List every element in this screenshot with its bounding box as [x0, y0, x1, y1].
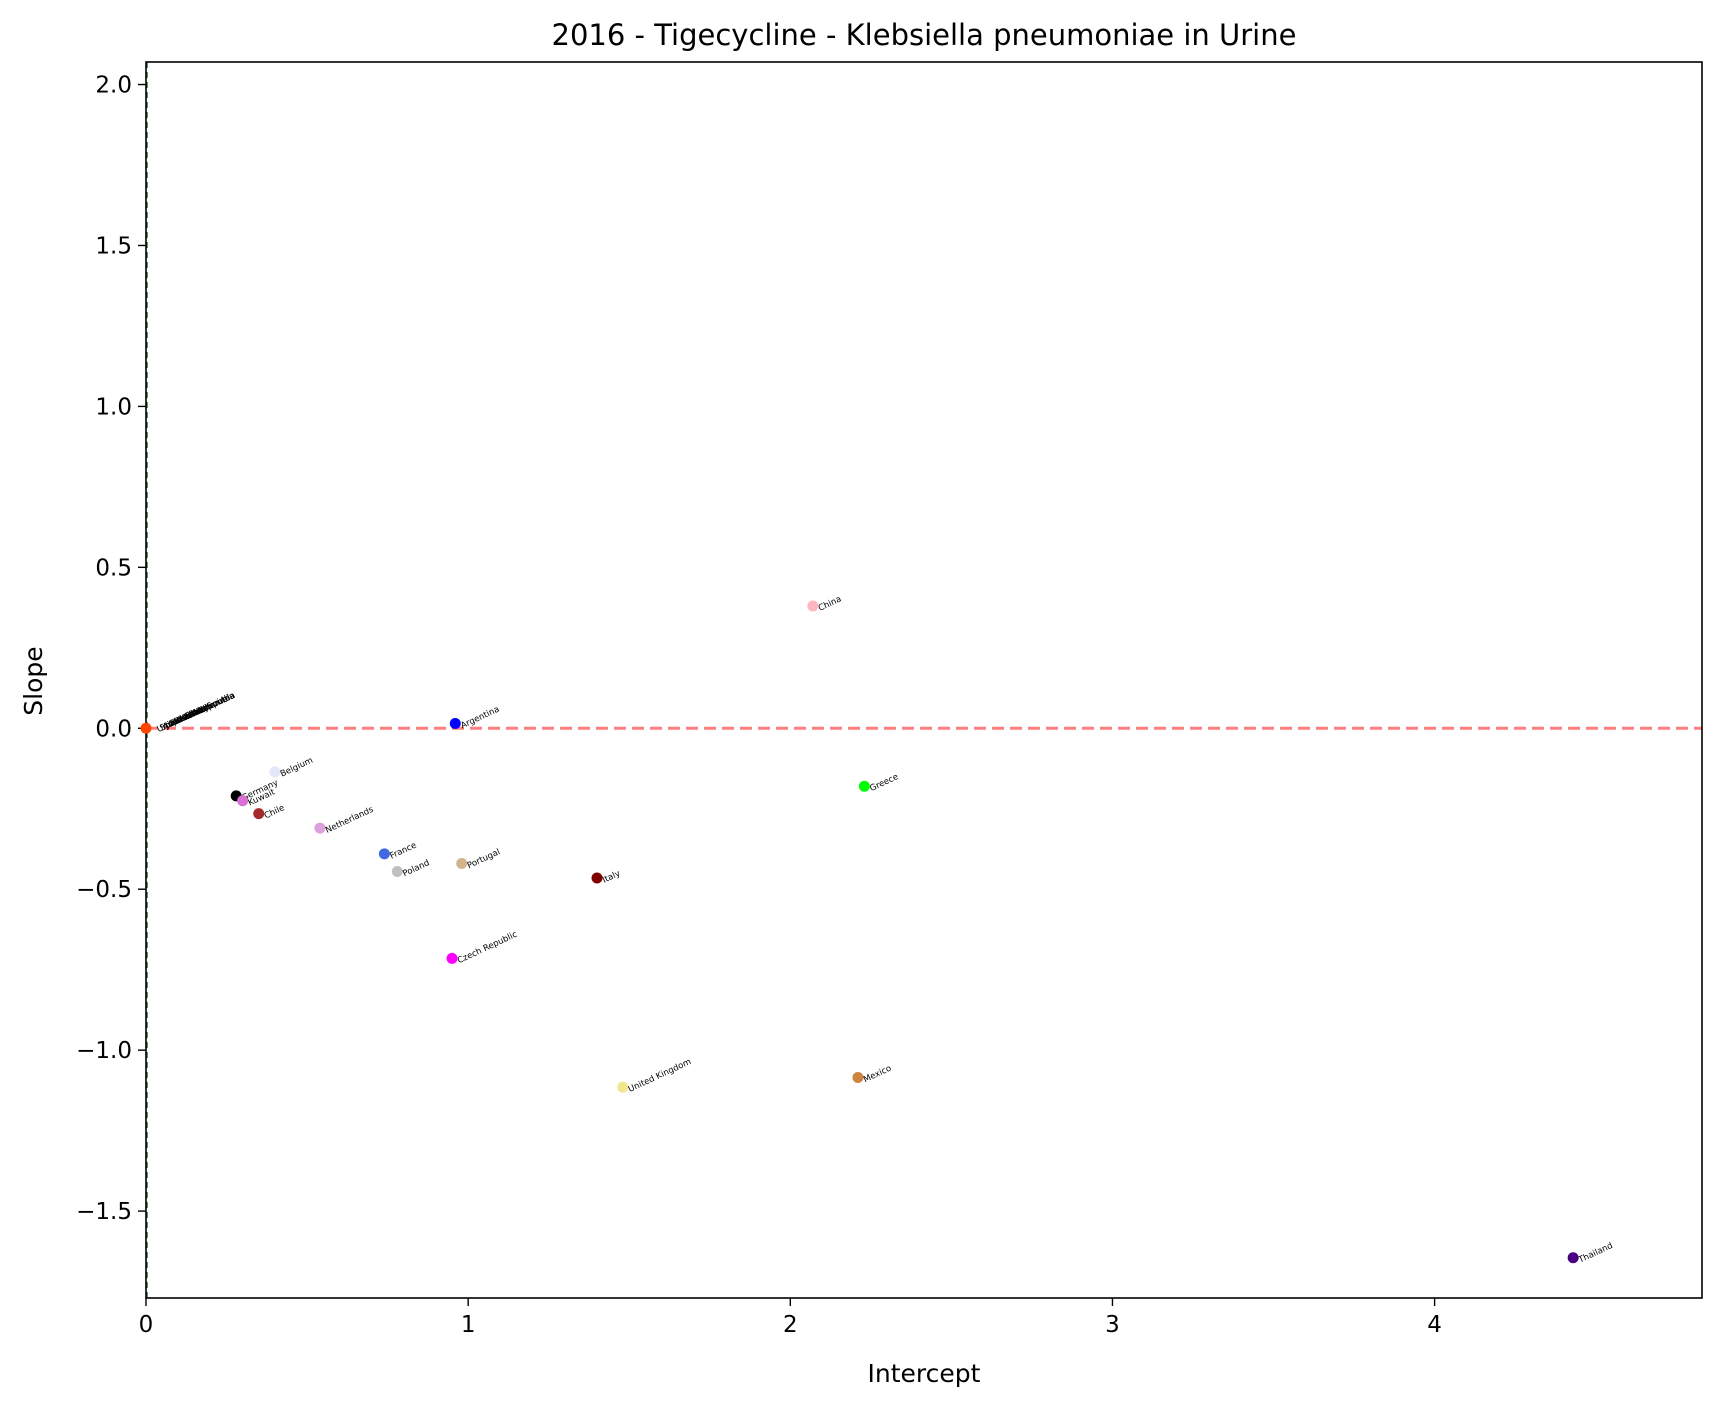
x-tick-label: 0 — [139, 1312, 154, 1338]
chart-title: 2016 - Tigecycline - Klebsiella pneumoni… — [552, 18, 1297, 52]
data-point — [253, 808, 265, 820]
data-point — [314, 822, 326, 834]
data-point — [269, 766, 281, 778]
data-point — [446, 952, 458, 964]
x-tick-label: 3 — [1105, 1312, 1120, 1338]
y-tick-label: −0.5 — [76, 877, 132, 903]
y-tick-label: −1.5 — [76, 1199, 132, 1225]
x-tick-label: 1 — [461, 1312, 476, 1338]
y-tick-label: 2.0 — [95, 73, 132, 99]
data-point — [807, 600, 819, 612]
y-tick-label: 0.5 — [95, 555, 132, 581]
data-point-origin — [140, 722, 152, 734]
data-point — [852, 1072, 864, 1084]
y-tick-label: 0.0 — [95, 716, 132, 742]
y-tick-label: 1.0 — [95, 394, 132, 420]
x-axis-label: Intercept — [868, 1359, 981, 1388]
data-point — [858, 780, 870, 792]
y-axis-label: Slope — [19, 646, 48, 715]
data-point — [617, 1081, 629, 1093]
plot-frame — [145, 61, 1703, 1299]
data-point — [591, 872, 603, 884]
data-point — [449, 717, 461, 729]
data-point — [1567, 1252, 1579, 1264]
data-point — [456, 857, 468, 869]
x-tick-label: 2 — [783, 1312, 798, 1338]
data-point — [391, 866, 403, 878]
data-point — [378, 848, 390, 860]
y-tick-label: 1.5 — [95, 233, 132, 259]
data-point — [237, 795, 249, 807]
x-tick-label: 4 — [1427, 1312, 1442, 1338]
y-tick-label: −1.0 — [76, 1038, 132, 1064]
